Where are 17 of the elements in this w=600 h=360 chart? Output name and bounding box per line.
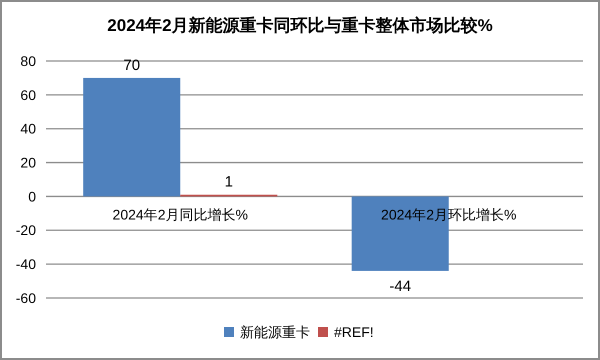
y-tick-label: 20: [20, 154, 36, 170]
chart-title: 2024年2月新能源重卡同环比与重卡整体市场比较%: [107, 16, 493, 35]
data-label: -44: [389, 278, 412, 295]
y-tick-label: 60: [20, 86, 36, 103]
y-tick-label: 80: [20, 52, 36, 69]
bar: [83, 78, 180, 196]
y-tick-label: -60: [16, 290, 36, 306]
y-tick-label: 40: [20, 120, 36, 137]
y-tick-label: 0: [28, 188, 36, 204]
y-tick-label: -20: [16, 222, 36, 238]
x-tick-label: 2024年2月同比增长%: [112, 206, 248, 222]
y-tick-label: -40: [16, 256, 36, 272]
data-label: 1: [224, 174, 233, 191]
legend-label: #REF!: [334, 324, 374, 340]
legend-label: 新能源重卡: [240, 324, 310, 340]
data-label: 70: [123, 56, 140, 74]
bar: [352, 196, 449, 271]
